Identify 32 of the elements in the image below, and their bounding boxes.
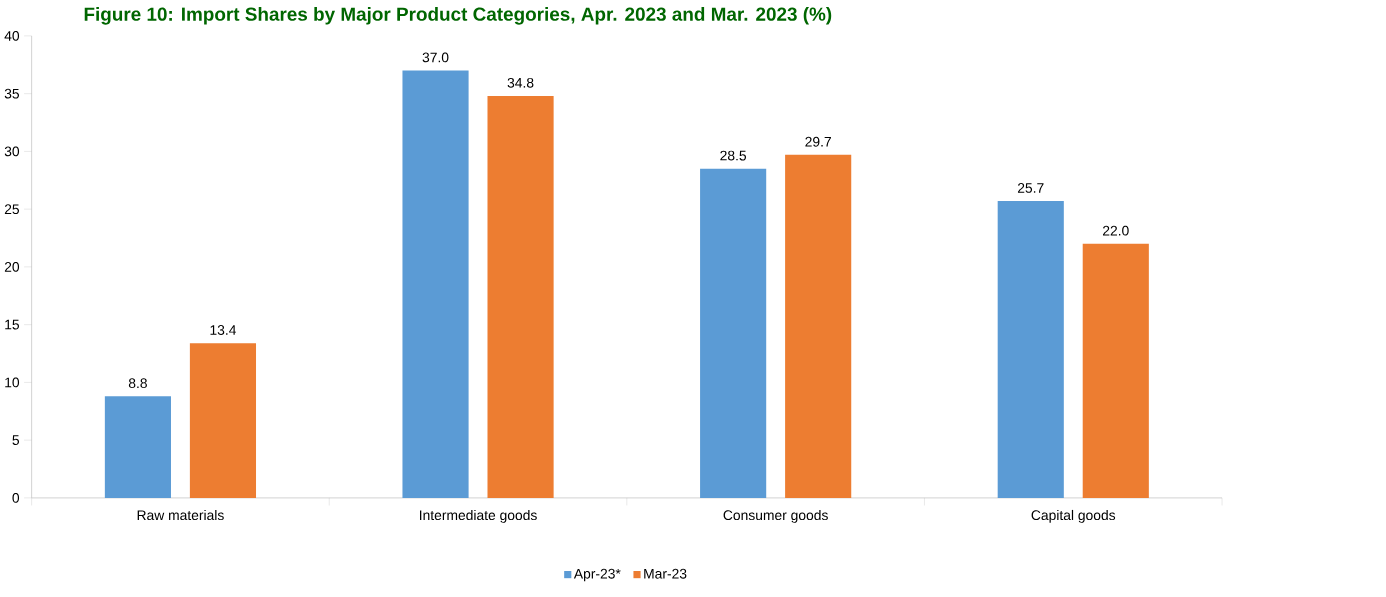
- x-tick-label: Raw materials: [137, 509, 224, 521]
- y-tick-label: 35: [4, 88, 20, 99]
- x-tick-label: Capital goods: [1031, 509, 1116, 523]
- legend-label: Apr-23*: [573, 568, 621, 582]
- data-label: 13.4: [210, 325, 237, 335]
- bar: [700, 168, 767, 498]
- data-label: 25.7: [1017, 182, 1044, 193]
- data-label: 22.0: [1102, 225, 1129, 236]
- chart-title: Figure 10: Import Shares by Major Product Categories, Apr. 2023 and Mar. 2023 (%): [84, 6, 832, 25]
- data-label: 29.7: [805, 136, 831, 147]
- x-tick-label: Consumer goods: [723, 509, 828, 523]
- data-label: 28.5: [720, 150, 747, 161]
- y-tick-label: 10: [5, 377, 20, 388]
- y-tick-label: 5: [12, 435, 20, 445]
- x-tick-label: Intermediate goods: [420, 509, 537, 523]
- y-tick-label: 40: [4, 30, 20, 41]
- bar: [402, 70, 469, 498]
- y-tick-label: 0: [12, 492, 20, 503]
- y-tick-label: 30: [4, 146, 20, 157]
- bar: [104, 396, 171, 498]
- bar: [1082, 243, 1149, 498]
- bar: [189, 343, 257, 498]
- y-tick-label: 25: [4, 204, 20, 215]
- y-tick-label: 15: [5, 319, 20, 330]
- data-label: 34.8: [507, 77, 534, 88]
- y-tick-label: 20: [4, 261, 20, 272]
- data-label: 37.0: [422, 52, 449, 63]
- bar: [997, 201, 1064, 498]
- bar: [785, 154, 852, 498]
- bar: [487, 95, 554, 498]
- legend-label: Mar-23: [644, 568, 687, 579]
- data-label: 8.8: [128, 378, 147, 388]
